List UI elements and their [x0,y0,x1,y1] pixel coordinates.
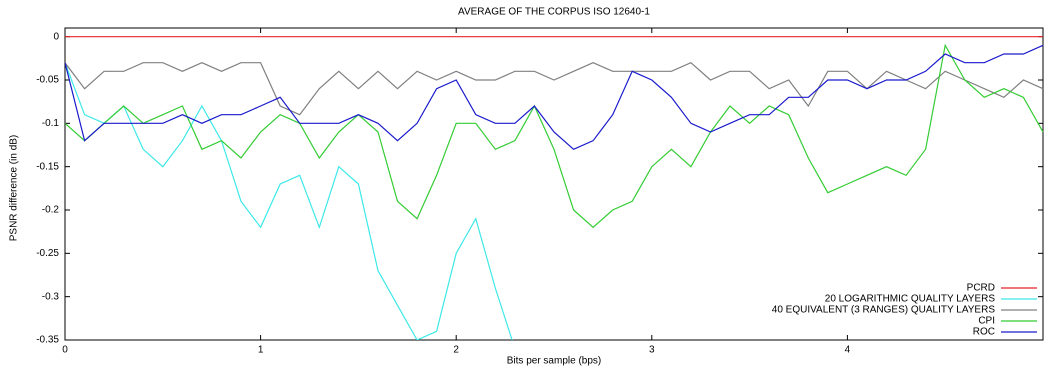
y-tick-label: -0.05 [36,75,59,86]
legend-label: 40 EQUIVALENT (3 RANGES) QUALITY LAYERS [772,305,996,316]
legend-label: PCRD [967,283,995,294]
series-line [65,44,1044,151]
legend-label: 20 LOGARITHMIC QUALITY LAYERS [825,294,996,305]
y-tick-label: -0.3 [42,291,60,302]
series-line [65,62,513,340]
x-tick-label: 0 [62,345,68,356]
x-tick-label: 1 [258,345,264,356]
y-tick-label: -0.2 [42,205,60,216]
legend-label: ROC [973,327,995,338]
y-axis-label: PSNR difference (in dB) [9,135,20,242]
x-tick-label: 2 [453,345,459,356]
y-tick-label: -0.1 [42,118,60,129]
legend-label: CPI [978,316,995,327]
x-tick-label: 3 [649,345,655,356]
y-tick-label: -0.25 [36,248,59,259]
y-tick-label: 0 [53,31,59,42]
chart-title: AVERAGE OF THE CORPUS ISO 12640-1 [458,7,650,18]
y-tick-label: -0.15 [36,161,59,172]
series-line [65,43,1044,229]
series-line [65,61,1044,116]
x-axis-label: Bits per sample (bps) [507,356,601,367]
x-tick-label: 4 [845,345,851,356]
y-tick-label: -0.35 [36,335,59,346]
plot-frame [64,27,1044,341]
plot-lines [65,36,1044,340]
